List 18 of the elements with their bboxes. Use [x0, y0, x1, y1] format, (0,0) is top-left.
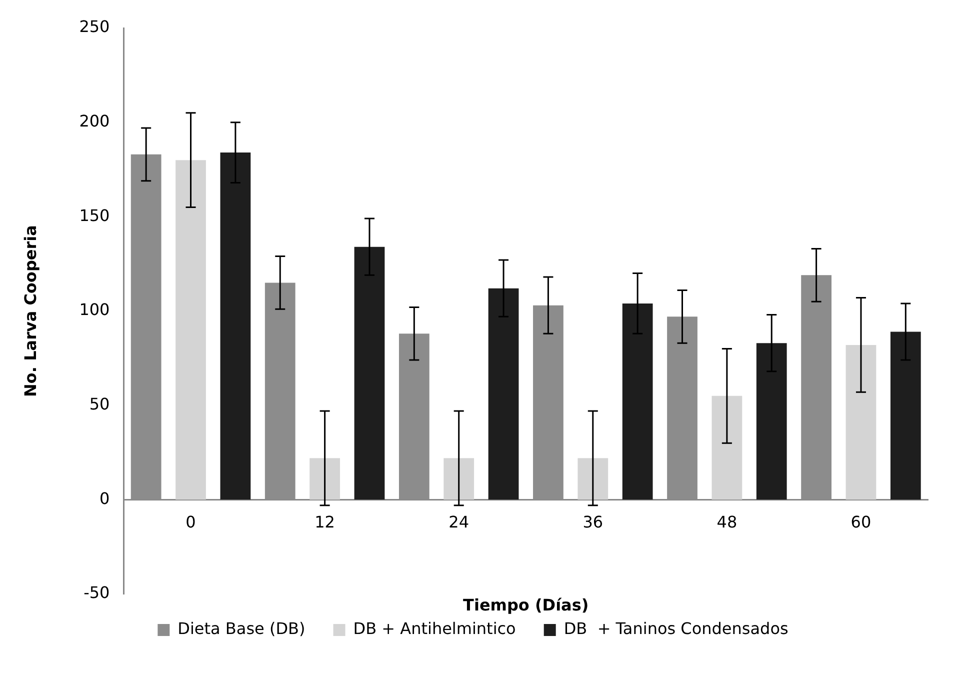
x-tick-label: 24	[448, 512, 470, 532]
y-tick-label: 250	[79, 17, 110, 36]
legend-label: Dieta Base (DB)	[178, 619, 306, 638]
y-tick-label: -50	[84, 583, 110, 602]
y-tick-label: 50	[89, 394, 110, 414]
y-tick-label: 0	[100, 488, 110, 508]
y-tick-label: 150	[79, 206, 110, 225]
x-tick-label: 60	[850, 512, 872, 532]
legend-label: DB + Antihelmintico	[353, 619, 516, 638]
y-tick-label: 100	[79, 300, 110, 320]
x-tick-label: 0	[186, 512, 196, 532]
x-tick-label: 36	[582, 512, 604, 532]
x-tick-label: 12	[314, 512, 335, 532]
x-tick-label: 48	[716, 512, 738, 532]
y-axis-title: No. Larva Cooperia	[20, 225, 40, 397]
x-axis-title: Tiempo (Días)	[463, 596, 589, 615]
y-tick-label: 200	[79, 111, 110, 130]
legend-label: DB + Taninos Condensados	[564, 619, 788, 638]
